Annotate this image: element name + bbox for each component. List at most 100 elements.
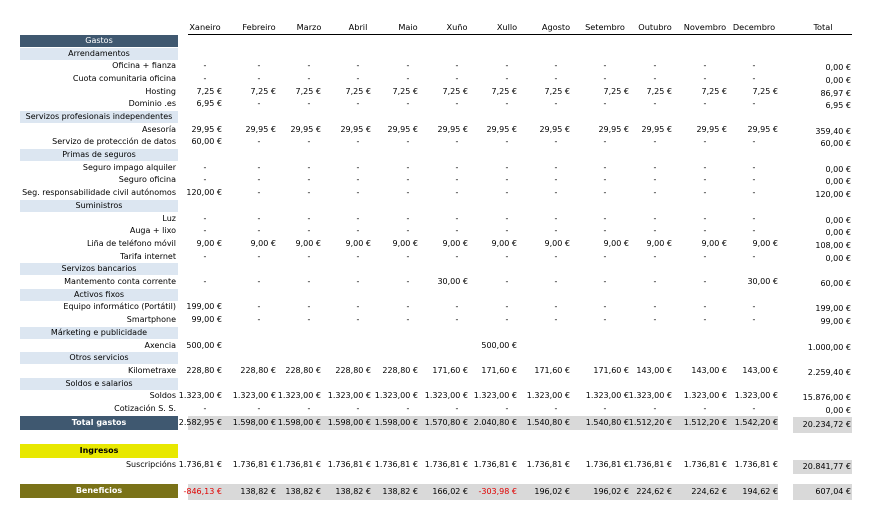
table-cell: - bbox=[406, 404, 410, 413]
table-cell: - bbox=[505, 252, 509, 261]
table-cell: - bbox=[505, 61, 509, 70]
table-cell: 7,25 € bbox=[196, 87, 222, 96]
table-cell: - bbox=[406, 315, 410, 324]
month-header: Setembro bbox=[585, 22, 625, 32]
table-cell: - bbox=[653, 175, 657, 184]
total-gastos-total: 20.234,72 € bbox=[802, 420, 851, 429]
table-cell: - bbox=[307, 163, 311, 172]
section-bar bbox=[20, 111, 178, 123]
table-cell: - bbox=[505, 315, 509, 324]
table-cell: - bbox=[307, 252, 311, 261]
table-cell: - bbox=[356, 214, 360, 223]
row-total: 0,00 € bbox=[825, 165, 851, 174]
section-bar bbox=[20, 149, 178, 161]
row-label: Dominio .es bbox=[128, 99, 176, 108]
total-gastos-cell: 2.582,95 € bbox=[178, 418, 222, 427]
table-cell: 1.323,00 € bbox=[585, 391, 629, 400]
row-total: 0,00 € bbox=[825, 76, 851, 85]
table-cell: - bbox=[752, 404, 756, 413]
beneficios-cell: -846,13 € bbox=[183, 487, 222, 496]
table-cell: - bbox=[752, 188, 756, 197]
row-label: Servizo de protección de datos bbox=[52, 137, 176, 146]
table-cell: 7,25 € bbox=[701, 87, 727, 96]
table-cell: - bbox=[603, 404, 607, 413]
row-label: Asesoría bbox=[141, 125, 176, 134]
total-header: Total bbox=[813, 22, 833, 32]
table-cell: - bbox=[703, 302, 707, 311]
table-cell: - bbox=[703, 188, 707, 197]
table-cell: - bbox=[307, 137, 311, 146]
table-cell: - bbox=[703, 404, 707, 413]
table-cell: - bbox=[257, 226, 261, 235]
table-cell: - bbox=[653, 277, 657, 286]
table-cell: - bbox=[406, 302, 410, 311]
table-cell: 171,60 € bbox=[593, 366, 629, 375]
beneficios-cell: 138,82 € bbox=[382, 487, 418, 496]
beneficios-total-bg bbox=[793, 484, 852, 500]
table-cell: - bbox=[554, 404, 558, 413]
total-gastos-cell: 1.570,80 € bbox=[424, 418, 468, 427]
table-cell: 29,95 € bbox=[539, 125, 570, 134]
table-cell: 9,00 € bbox=[392, 239, 418, 248]
table-cell: 7,25 € bbox=[250, 87, 276, 96]
table-cell: - bbox=[203, 163, 207, 172]
total-gastos-cell: 1.512,20 € bbox=[628, 418, 672, 427]
row-label: Luz bbox=[162, 214, 176, 223]
table-cell: 7,25 € bbox=[491, 87, 517, 96]
table-cell: 1.323,00 € bbox=[628, 391, 672, 400]
beneficios-band bbox=[188, 484, 778, 500]
month-header: Outubro bbox=[638, 22, 672, 32]
table-cell: - bbox=[603, 188, 607, 197]
table-cell: 9,00 € bbox=[442, 239, 468, 248]
table-cell: - bbox=[203, 277, 207, 286]
table-cell: - bbox=[554, 61, 558, 70]
table-cell: - bbox=[203, 61, 207, 70]
table-cell: 30,00 € bbox=[437, 277, 468, 286]
table-cell: 120,00 € bbox=[186, 188, 222, 197]
table-cell: - bbox=[356, 252, 360, 261]
table-cell: 1.323,00 € bbox=[683, 391, 727, 400]
row-label: Seg. responsabilidade civil autónomos bbox=[22, 188, 176, 197]
table-cell: 99,00 € bbox=[191, 315, 222, 324]
table-cell: - bbox=[603, 74, 607, 83]
table-cell: - bbox=[356, 315, 360, 324]
ingresos-cell: 1.736,81 € bbox=[327, 460, 371, 469]
table-cell: - bbox=[603, 277, 607, 286]
total-gastos-cell: 1.542,20 € bbox=[734, 418, 778, 427]
table-cell: - bbox=[752, 252, 756, 261]
table-cell: 500,00 € bbox=[481, 341, 517, 350]
table-cell: 29,95 € bbox=[387, 125, 418, 134]
table-cell: 1.323,00 € bbox=[424, 391, 468, 400]
section-label: Soldos e salarios bbox=[65, 379, 133, 388]
total-gastos-total-bg bbox=[793, 417, 852, 433]
table-cell: - bbox=[505, 404, 509, 413]
table-cell: 29,95 € bbox=[486, 125, 517, 134]
table-cell: - bbox=[356, 226, 360, 235]
row-label: Cuota comunitaria oficina bbox=[72, 74, 176, 83]
ingresos-cell: 1.736,81 € bbox=[374, 460, 418, 469]
table-cell: - bbox=[406, 252, 410, 261]
ingresos-cell: 1.736,81 € bbox=[683, 460, 727, 469]
table-cell: - bbox=[554, 74, 558, 83]
total-gastos-cell: 1.598,00 € bbox=[327, 418, 371, 427]
table-cell: - bbox=[455, 163, 459, 172]
month-header: Agosto bbox=[541, 22, 571, 32]
row-label: Mantemento conta corrente bbox=[64, 277, 176, 286]
table-cell: - bbox=[505, 175, 509, 184]
month-header: Marzo bbox=[296, 22, 322, 32]
total-gastos-cell: 1.540,80 € bbox=[526, 418, 570, 427]
table-cell: - bbox=[752, 137, 756, 146]
section-bar bbox=[20, 200, 178, 212]
table-cell: - bbox=[505, 214, 509, 223]
table-cell: - bbox=[203, 214, 207, 223]
ingresos-label: Ingresos bbox=[79, 446, 119, 455]
table-cell: 9,00 € bbox=[646, 239, 672, 248]
row-total: 120,00 € bbox=[815, 190, 851, 199]
beneficios-cell: 138,82 € bbox=[285, 487, 321, 496]
table-cell: - bbox=[703, 214, 707, 223]
table-cell: - bbox=[307, 214, 311, 223]
table-cell: 29,95 € bbox=[747, 125, 778, 134]
month-header: Abril bbox=[348, 22, 368, 32]
table-cell: 9,00 € bbox=[345, 239, 371, 248]
table-cell: - bbox=[653, 315, 657, 324]
